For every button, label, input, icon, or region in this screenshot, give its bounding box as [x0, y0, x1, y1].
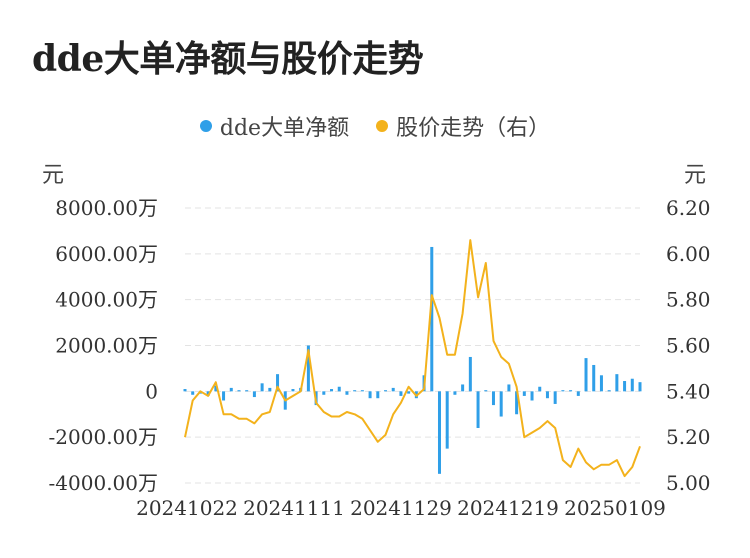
bar — [630, 378, 634, 392]
chart-title: dde大单净额与股价走势 — [32, 38, 424, 80]
bar — [453, 391, 457, 395]
right-axis-unit: 元 — [684, 163, 707, 188]
right-tick-label: 6.20 — [666, 196, 711, 220]
bar — [607, 390, 611, 392]
bar — [291, 389, 295, 392]
left-tick-label: 8000.00万 — [55, 196, 158, 220]
legend-label-price: 股价走势（右） — [396, 116, 551, 141]
x-tick-label: 20241219 — [457, 496, 559, 520]
legend-item-dde[interactable]: dde大单净额 — [199, 110, 350, 142]
bar — [384, 390, 388, 392]
bar — [391, 387, 395, 392]
bar — [461, 384, 465, 392]
bar — [623, 381, 627, 392]
bar — [214, 385, 218, 392]
bar — [229, 387, 233, 392]
bar — [553, 391, 557, 404]
right-tick-label: 5.40 — [666, 379, 711, 403]
bar — [499, 391, 503, 417]
legend-dot-price — [376, 120, 389, 132]
right-tick-label: 5.00 — [666, 471, 711, 495]
left-tick-label: -2000.00万 — [49, 425, 158, 449]
bar — [592, 364, 596, 392]
bar — [399, 391, 403, 396]
bar — [538, 386, 542, 392]
left-tick-label: -4000.00万 — [49, 471, 158, 495]
legend-item-price[interactable]: 股价走势（右） — [376, 110, 550, 142]
price-line — [184, 239, 641, 478]
right-tick-label: 5.80 — [666, 288, 711, 312]
chart-legend: dde大单净额 股价走势（右） — [0, 110, 750, 142]
x-tick-label: 20241129 — [350, 496, 452, 520]
bar — [530, 391, 534, 401]
bar — [376, 391, 380, 399]
bar — [445, 391, 449, 449]
bar — [468, 356, 472, 392]
bar — [191, 391, 195, 395]
bar — [222, 391, 226, 401]
bar — [545, 391, 549, 399]
right-tick-label: 6.00 — [666, 242, 711, 266]
bar — [306, 345, 310, 392]
bar — [368, 391, 372, 399]
right-tick-label: 5.20 — [666, 425, 711, 449]
x-tick-label: 20241022 — [136, 496, 238, 520]
bar — [360, 390, 364, 392]
left-tick-label: 4000.00万 — [55, 288, 158, 312]
x-tick-label: 20241111 — [243, 496, 345, 520]
left-tick-label: 0 — [145, 379, 158, 403]
bar — [276, 374, 280, 392]
bar — [430, 246, 434, 392]
bar — [330, 389, 334, 392]
bar — [584, 358, 588, 392]
bar — [615, 374, 619, 392]
bar — [252, 391, 256, 398]
bar — [268, 387, 272, 392]
left-axis-unit: 元 — [42, 163, 65, 188]
right-tick-label: 5.60 — [666, 334, 711, 358]
bar — [507, 384, 511, 392]
bar — [638, 382, 642, 392]
bar — [437, 391, 441, 474]
bar — [522, 391, 526, 396]
bar — [407, 391, 411, 394]
bar — [345, 391, 349, 395]
legend-dot-dde — [199, 120, 212, 132]
legend-label-dde: dde大单净额 — [219, 116, 350, 141]
bar — [576, 391, 580, 396]
bar — [183, 389, 187, 392]
bar — [337, 386, 341, 392]
bar — [561, 390, 565, 392]
x-tick-label: 20250109 — [564, 496, 666, 520]
left-tick-label: 6000.00万 — [55, 242, 158, 266]
bar — [260, 383, 264, 392]
bar — [491, 391, 495, 406]
bar — [484, 390, 488, 392]
left-tick-label: 2000.00万 — [55, 334, 158, 358]
bar — [569, 390, 573, 392]
bar — [476, 391, 480, 428]
bar — [237, 390, 241, 392]
bar — [322, 391, 326, 395]
bar — [353, 390, 357, 392]
bar — [599, 375, 603, 392]
bar — [515, 391, 519, 415]
bar — [245, 390, 249, 392]
bar — [206, 391, 210, 396]
